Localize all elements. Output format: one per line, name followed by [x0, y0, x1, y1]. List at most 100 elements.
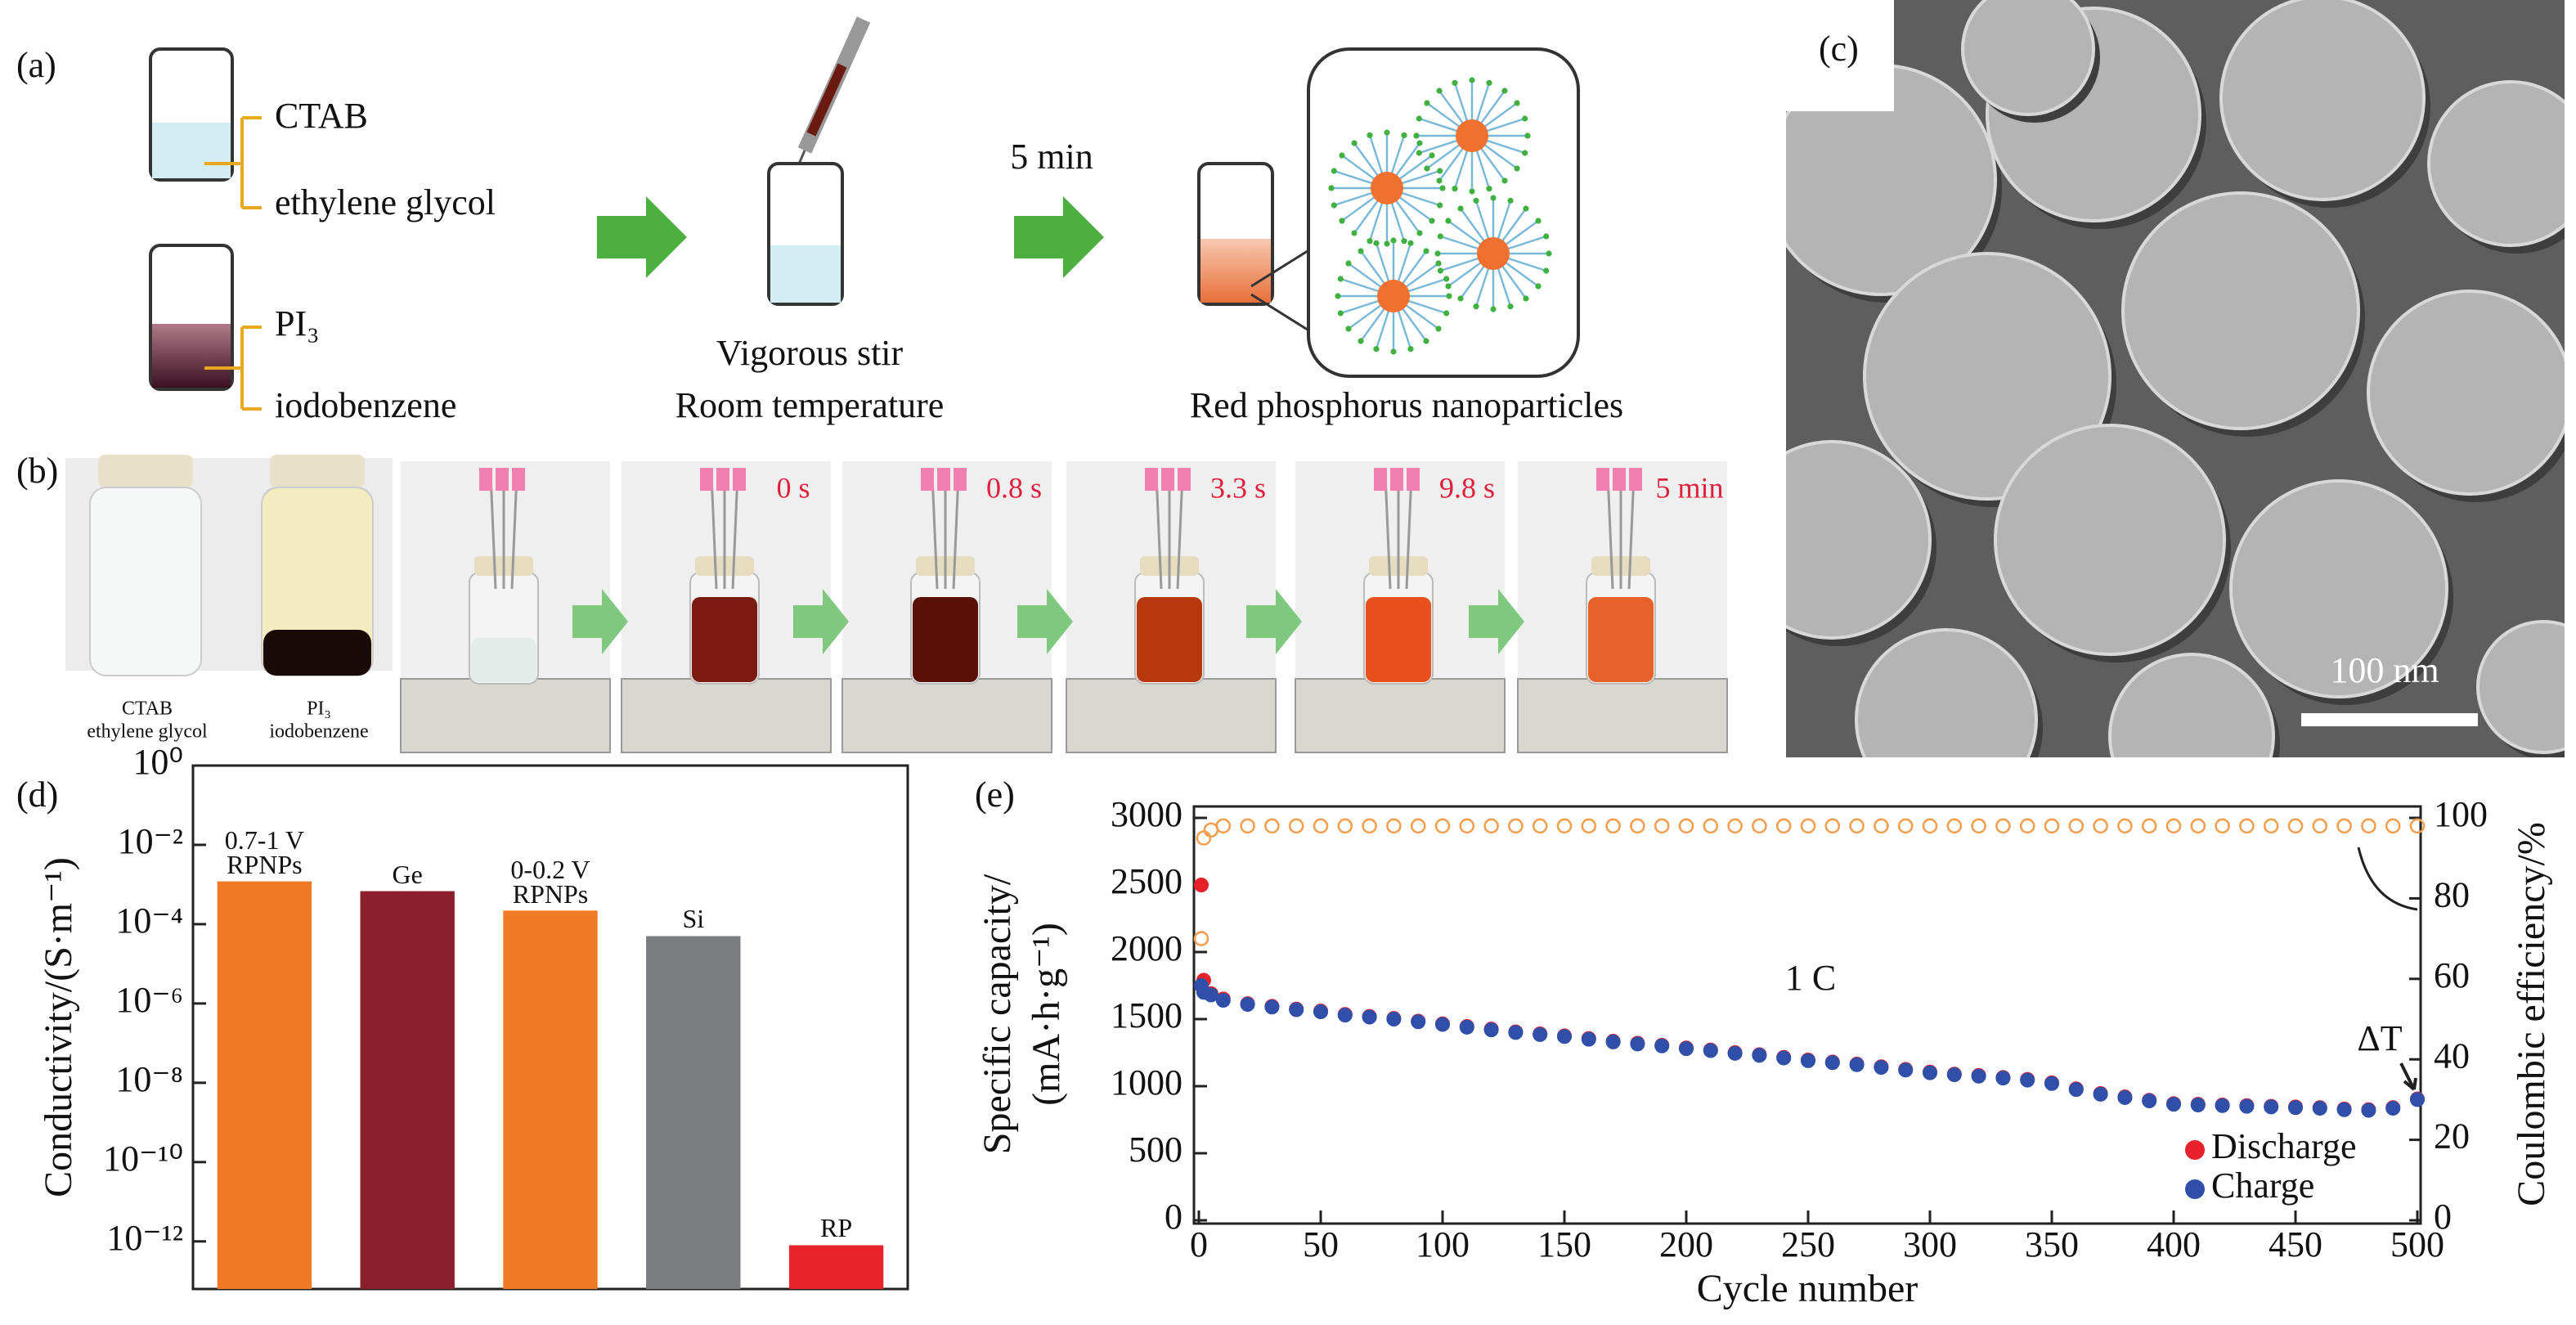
needle-hub	[496, 468, 509, 491]
ligand-head	[1546, 250, 1552, 257]
ligand-head	[1437, 233, 1443, 240]
y-tick-label: 10⁻²	[118, 821, 183, 861]
needle-hub	[1145, 468, 1158, 491]
point	[1288, 818, 1304, 834]
legend-marker	[2185, 1140, 2205, 1160]
x-tick-label: 500	[2390, 1224, 2444, 1264]
point	[1971, 818, 1986, 834]
ligand-head	[1339, 152, 1345, 159]
needle-hub	[1178, 468, 1191, 491]
point	[1362, 818, 1377, 834]
point	[2312, 818, 2328, 834]
reagent: ethylene glycol	[275, 182, 496, 222]
point	[1703, 818, 1719, 834]
step-text: Room temperature	[675, 385, 945, 425]
point	[1874, 1060, 1889, 1076]
ligand-head	[1490, 195, 1497, 201]
point	[1654, 818, 1670, 834]
point	[1483, 818, 1499, 834]
point	[1264, 999, 1280, 1015]
category-box: 0-0.2 V RPNPs	[510, 857, 590, 907]
needle-hub	[921, 468, 934, 491]
axis-arrow	[2357, 847, 2418, 911]
point	[1995, 1071, 2011, 1086]
cap	[98, 455, 193, 487]
point	[2239, 818, 2255, 834]
point	[1874, 818, 1889, 834]
needle	[1155, 474, 1163, 590]
ligand-head	[1367, 238, 1373, 245]
ligand-head	[1358, 248, 1364, 254]
point	[1775, 818, 1792, 834]
particle	[1994, 424, 2226, 656]
ligand-head	[1486, 79, 1492, 86]
category-box: RP	[820, 1216, 852, 1242]
time-text: 5 min	[1010, 137, 1093, 177]
point	[1435, 1017, 1450, 1032]
arrow	[572, 589, 628, 654]
ligand-head	[1331, 202, 1337, 209]
point	[1922, 818, 1938, 834]
needle-hub	[716, 468, 729, 491]
time-label: 5 min	[1655, 471, 1723, 504]
ligand-head	[1390, 237, 1397, 244]
y-axis-label: Specific capacity/	[976, 874, 1019, 1154]
liquid	[692, 597, 757, 682]
point	[2019, 818, 2035, 834]
ligand-head	[1407, 346, 1414, 353]
vial-label: iodobenzene	[269, 721, 368, 743]
panel-c: (c) 100 nm	[1786, 0, 2565, 757]
ligand-head	[1514, 165, 1520, 172]
y2-tick-label: 80	[2434, 874, 2470, 914]
point	[1313, 818, 1329, 834]
needle-hub	[479, 468, 492, 491]
ligand-head	[1429, 218, 1435, 224]
ligand-head	[1416, 140, 1423, 146]
point	[2409, 818, 2426, 834]
point	[1849, 818, 1865, 834]
point	[1386, 1012, 1402, 1026]
point	[1289, 1002, 1304, 1017]
needle-hub	[937, 468, 950, 491]
ligand-head	[1384, 129, 1390, 136]
needle-hub	[1407, 468, 1420, 491]
category-label: Si	[682, 906, 705, 933]
ligand-head	[1437, 168, 1443, 174]
needle-hub	[733, 468, 746, 491]
arrow	[1246, 589, 1302, 654]
ligand-head	[1523, 205, 1529, 212]
panel-label: (c)	[1819, 29, 1859, 69]
y2-tick-label: 0	[2434, 1197, 2452, 1237]
particle	[1477, 237, 1510, 270]
point	[1532, 818, 1548, 834]
particle	[2367, 290, 2565, 496]
ligand-head	[1457, 205, 1464, 212]
panel-b: (b) CTAB ethylene glycol PI₃ iodobenzene…	[16, 451, 1728, 753]
point	[2288, 1100, 2303, 1116]
ligand-head	[1345, 326, 1352, 332]
bar	[503, 910, 598, 1289]
y-tick-label: 0	[1165, 1197, 1183, 1237]
chart-e: (e) Specific capacity/ (mA·h·g⁻¹) Coulom…	[975, 775, 2553, 1310]
particle	[1961, 0, 2095, 116]
y-tick-label: 500	[1129, 1130, 1183, 1170]
ligand-head	[1543, 233, 1550, 240]
point	[1508, 818, 1524, 834]
point	[1581, 1031, 1596, 1047]
ligand-head	[1384, 240, 1390, 247]
point	[1411, 1014, 1426, 1030]
particle	[2219, 0, 2426, 201]
point	[1337, 1008, 1353, 1023]
scale-text: 100 nm	[2330, 650, 2439, 690]
particle	[1371, 172, 1403, 204]
particle	[2427, 80, 2565, 247]
y-tick-label: 10⁻⁶	[115, 980, 183, 1020]
needle	[1627, 474, 1636, 590]
ligand-head	[1416, 115, 1422, 122]
ligand-head	[1423, 248, 1429, 254]
ligand-head	[1473, 303, 1479, 310]
time-label: 0 s	[776, 471, 810, 504]
arrow	[1014, 196, 1104, 278]
photo-sequence: 0 s 0.8 s 3.3 s 9.8 s 5 min	[400, 461, 1728, 753]
bar	[646, 936, 741, 1289]
